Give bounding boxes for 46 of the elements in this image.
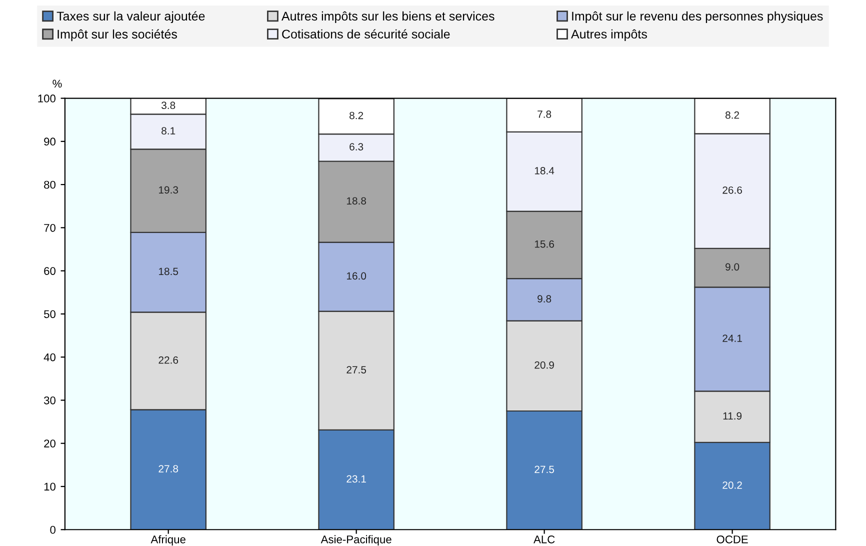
- data-label: 19.3: [159, 186, 178, 194]
- data-label: 23.1: [346, 475, 366, 483]
- data-label: 8.2: [350, 112, 364, 120]
- data-label: 9.0: [726, 263, 740, 271]
- x-tick-label: Asie-Pacifique: [320, 535, 392, 546]
- y-tick-label: 100: [38, 94, 56, 102]
- data-label: 18.8: [346, 197, 366, 205]
- data-label: 27.8: [158, 465, 178, 472]
- data-label: 27.5: [534, 466, 554, 474]
- data-label: 8.2: [726, 111, 740, 119]
- y-tick-label: 0: [50, 526, 56, 534]
- data-label: 18.5: [159, 268, 178, 276]
- data-label: 11.9: [723, 412, 742, 420]
- y-tick-label: 10: [44, 482, 56, 491]
- data-label: 16.0: [346, 272, 366, 280]
- y-tick-label: 40: [44, 353, 56, 362]
- data-label: 26.6: [722, 186, 742, 194]
- y-tick-label: 80: [44, 180, 56, 189]
- data-label: 18.4: [534, 167, 554, 174]
- y-tick-label: 50: [44, 310, 56, 318]
- data-label: 15.6: [534, 240, 554, 248]
- data-label: 20.9: [534, 361, 554, 369]
- data-label: 24.1: [722, 334, 742, 342]
- data-label: 6.3: [350, 143, 364, 150]
- legend-label: Cotisations de sécurité sociale: [282, 29, 450, 39]
- data-label: 7.8: [538, 110, 552, 118]
- legend-label: Impôt sur le revenu des personnes physiques: [572, 11, 823, 24]
- x-tick-label: Afrique: [150, 535, 186, 546]
- y-tick-label: 90: [44, 138, 56, 146]
- x-tick-label: ALC: [534, 535, 555, 544]
- y-tick-label: 60: [44, 267, 56, 275]
- legend-label: Autres impôts: [571, 29, 647, 42]
- y-tick-label: 70: [44, 224, 56, 232]
- legend-label: Autres impôts sur les biens et services: [282, 11, 494, 24]
- data-label: 9.8: [538, 295, 552, 303]
- data-label: 27.5: [346, 366, 366, 374]
- data-label: 8.1: [162, 127, 176, 135]
- data-label: 22.6: [158, 356, 178, 364]
- y-tick-label: 20: [44, 440, 56, 448]
- x-tick-label: OCDE: [716, 535, 748, 544]
- y-axis-title: %: [52, 80, 62, 88]
- legend-label: Taxes sur la valeur ajoutée: [56, 11, 205, 24]
- y-tick-label: 30: [44, 396, 56, 404]
- data-label: 20.2: [722, 481, 742, 489]
- legend-label: Impôt sur les sociétés: [58, 29, 177, 42]
- data-label: 3.8: [162, 102, 176, 110]
